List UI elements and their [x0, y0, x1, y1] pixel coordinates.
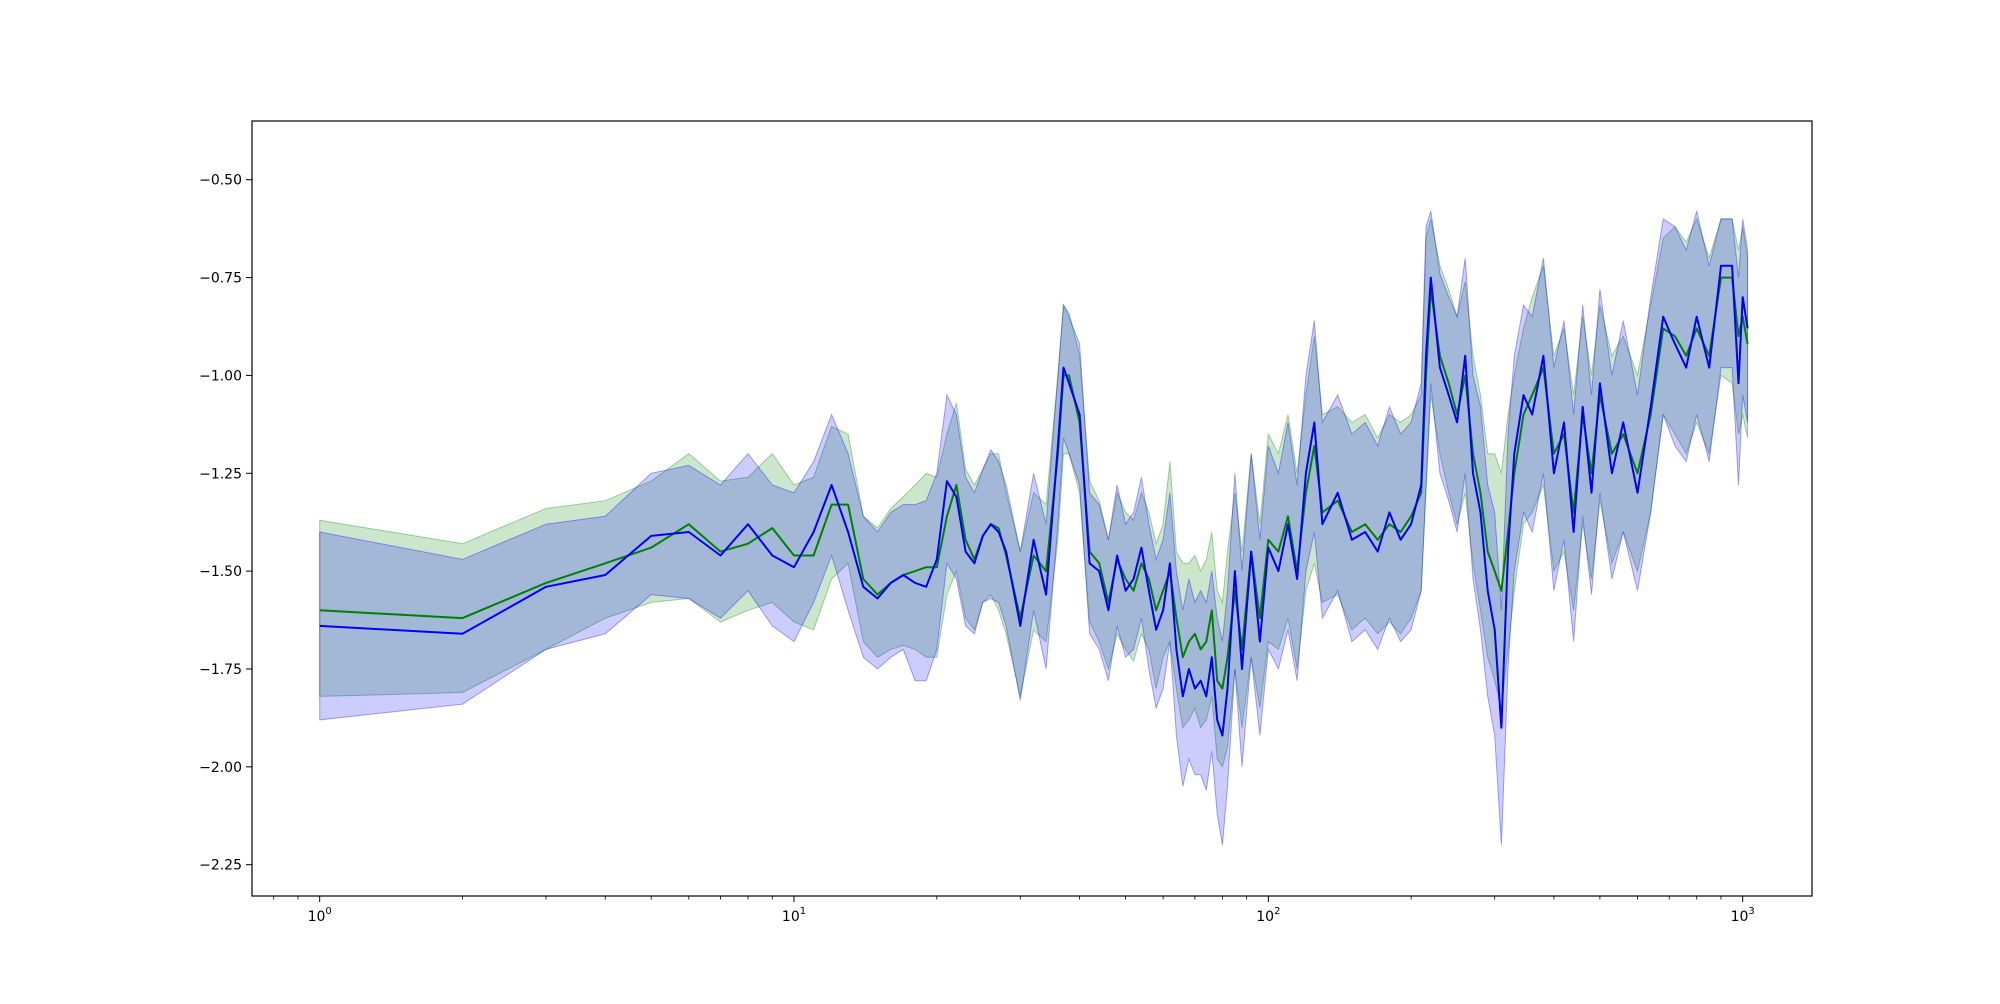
series-1-band	[319, 210, 1749, 846]
y-axis: −0.50 −0.75 −1.00 −1.25 −1.50 −1.75 −2.00 −2.25	[199, 173, 252, 874]
x-tick-label-2: 102	[1256, 906, 1280, 925]
x-tick-label-3: 103	[1731, 906, 1755, 925]
x-tick-label-1: 101	[782, 906, 806, 925]
y-tick-label-6: −2.00	[199, 760, 242, 776]
y-tick-label-3: −1.25	[199, 466, 242, 482]
y-tick-label-4: −1.50	[199, 564, 242, 580]
y-tick-label-1: −0.75	[199, 271, 242, 287]
series-0-band	[319, 217, 1749, 769]
y-tick-label-2: −1.00	[199, 368, 242, 384]
y-tick-label-5: −1.75	[199, 662, 242, 678]
plot-area-frame	[251, 120, 1813, 897]
series-lines	[319, 264, 1749, 737]
confidence-bands	[319, 210, 1749, 846]
series-1-line	[319, 264, 1749, 737]
y-tick-label-7: −2.25	[199, 858, 242, 874]
x-tick-label-0: 100	[308, 906, 332, 925]
y-tick-label-0: −0.50	[199, 173, 242, 189]
x-axis: 100 101 102 103	[273, 896, 1755, 925]
